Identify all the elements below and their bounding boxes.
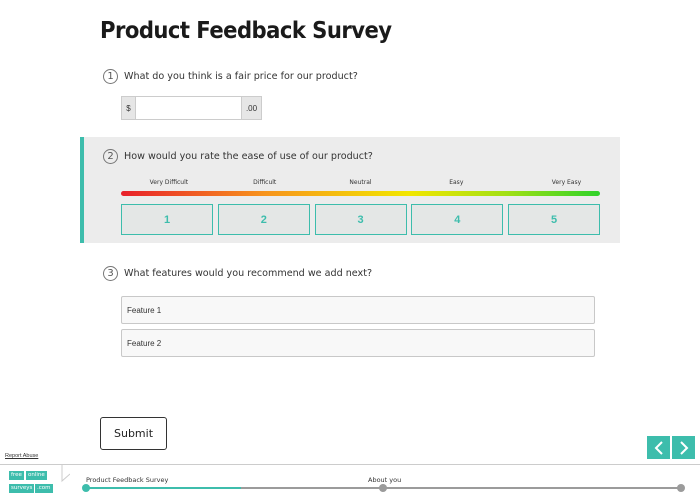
progress-fill	[86, 487, 241, 489]
rating-option-2[interactable]: 2	[217, 204, 310, 235]
scale-label-very-difficult: Very Difficult	[149, 179, 189, 186]
progress-step-dot[interactable]	[379, 484, 387, 492]
prev-page-button[interactable]	[647, 436, 670, 459]
chevron-left-icon	[654, 440, 663, 455]
rating-options: 1 2 3 4 5	[121, 204, 600, 235]
rating-scale-labels: Very Difficult Difficult Neutral Easy Ve…	[121, 179, 600, 189]
progress-step-dot[interactable]	[677, 484, 685, 492]
question-1-header: 1 What do you think is a fair price for …	[103, 69, 358, 84]
scale-label-difficult: Difficult	[253, 179, 277, 186]
rating-option-5[interactable]: 5	[508, 204, 600, 235]
feature-2-input[interactable]: Feature 2	[121, 329, 595, 357]
progress-step-dot[interactable]	[82, 484, 90, 492]
report-abuse-link[interactable]: Report Abuse	[5, 453, 39, 459]
feature-1-input[interactable]: Feature 1	[121, 296, 595, 324]
logo-text: .com	[35, 484, 53, 493]
scale-label-very-easy: Very Easy	[551, 179, 582, 186]
rating-option-1[interactable]: 1	[121, 204, 213, 235]
price-field: $ .00	[121, 96, 262, 120]
rating-gradient-bar	[121, 191, 600, 196]
footer-divider	[0, 464, 700, 465]
footer-notch	[40, 464, 70, 483]
scale-label-neutral: Neutral	[349, 179, 372, 186]
rating-option-4[interactable]: 4	[411, 204, 504, 235]
logo-text: surveys	[9, 484, 35, 493]
currency-symbol: $	[122, 97, 136, 119]
question-2-header: 2 How would you rate the ease of use of …	[103, 149, 373, 164]
submit-button[interactable]: Submit	[100, 417, 167, 450]
logo: free online surveys .com	[9, 471, 55, 495]
chevron-right-icon	[679, 440, 688, 455]
price-input[interactable]	[136, 97, 241, 119]
progress-step-label: Product Feedback Survey	[86, 476, 169, 484]
question-number: 1	[103, 69, 118, 84]
scale-label-easy: Easy	[449, 179, 464, 186]
rating-option-3[interactable]: 3	[314, 204, 407, 235]
question-text: What do you think is a fair price for ou…	[124, 71, 358, 82]
question-text: What features would you recommend we add…	[124, 268, 373, 279]
question-number: 3	[103, 266, 118, 281]
progress-step-label: About you	[368, 476, 402, 484]
cents-suffix: .00	[241, 97, 261, 119]
survey-title: Product Feedback Survey	[100, 18, 392, 44]
question-number: 2	[103, 149, 118, 164]
next-page-button[interactable]	[672, 436, 695, 459]
question-text: How would you rate the ease of use of ou…	[124, 151, 373, 162]
logo-text: free	[9, 471, 24, 480]
question-3-header: 3 What features would you recommend we a…	[103, 266, 372, 281]
logo-text: online	[26, 471, 47, 480]
